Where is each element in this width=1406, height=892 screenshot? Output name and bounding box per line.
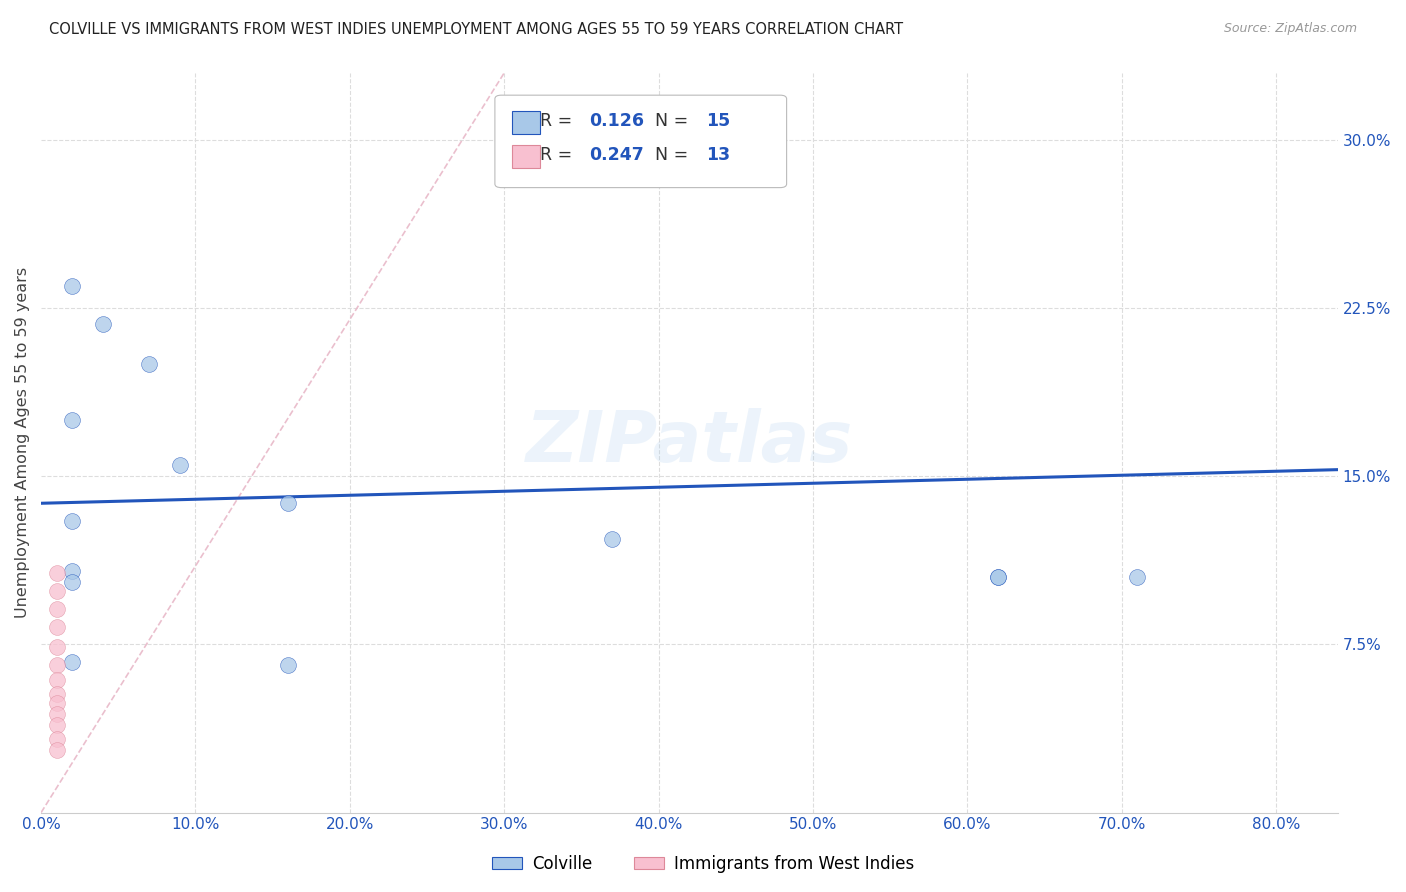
Point — [45, 687, 67, 701]
Point — [600, 532, 623, 546]
Text: Source: ZipAtlas.com: Source: ZipAtlas.com — [1223, 22, 1357, 36]
Point — [45, 601, 67, 615]
Point — [277, 496, 299, 510]
Point — [45, 673, 67, 688]
Point — [45, 718, 67, 732]
Text: N =: N = — [644, 112, 693, 130]
Point — [45, 657, 67, 672]
Point — [60, 278, 83, 293]
Point — [45, 743, 67, 757]
Text: COLVILLE VS IMMIGRANTS FROM WEST INDIES UNEMPLOYMENT AMONG AGES 55 TO 59 YEARS C: COLVILLE VS IMMIGRANTS FROM WEST INDIES … — [49, 22, 903, 37]
FancyBboxPatch shape — [512, 145, 540, 169]
Text: 15: 15 — [706, 112, 731, 130]
Point — [60, 564, 83, 578]
Point — [987, 570, 1010, 584]
Point — [169, 458, 191, 472]
Text: 0.247: 0.247 — [589, 146, 644, 164]
Point — [45, 566, 67, 580]
FancyBboxPatch shape — [512, 111, 540, 135]
Text: R =: R = — [540, 146, 578, 164]
Point — [45, 731, 67, 746]
Point — [45, 696, 67, 710]
Text: 13: 13 — [706, 146, 730, 164]
Text: 0.126: 0.126 — [589, 112, 644, 130]
Point — [60, 574, 83, 589]
Point — [45, 706, 67, 721]
Point — [277, 657, 299, 672]
Point — [91, 317, 114, 331]
Text: ZIPatlas: ZIPatlas — [526, 409, 853, 477]
Y-axis label: Unemployment Among Ages 55 to 59 years: Unemployment Among Ages 55 to 59 years — [15, 268, 30, 618]
Point — [45, 640, 67, 654]
Point — [60, 514, 83, 528]
Legend: Colville, Immigrants from West Indies: Colville, Immigrants from West Indies — [485, 848, 921, 880]
Point — [987, 570, 1010, 584]
Point — [45, 583, 67, 598]
FancyBboxPatch shape — [495, 95, 786, 187]
Point — [45, 619, 67, 633]
Point — [60, 413, 83, 427]
Text: R =: R = — [540, 112, 578, 130]
Text: N =: N = — [644, 146, 693, 164]
Point — [138, 357, 160, 371]
Point — [1126, 570, 1149, 584]
Point — [60, 656, 83, 670]
